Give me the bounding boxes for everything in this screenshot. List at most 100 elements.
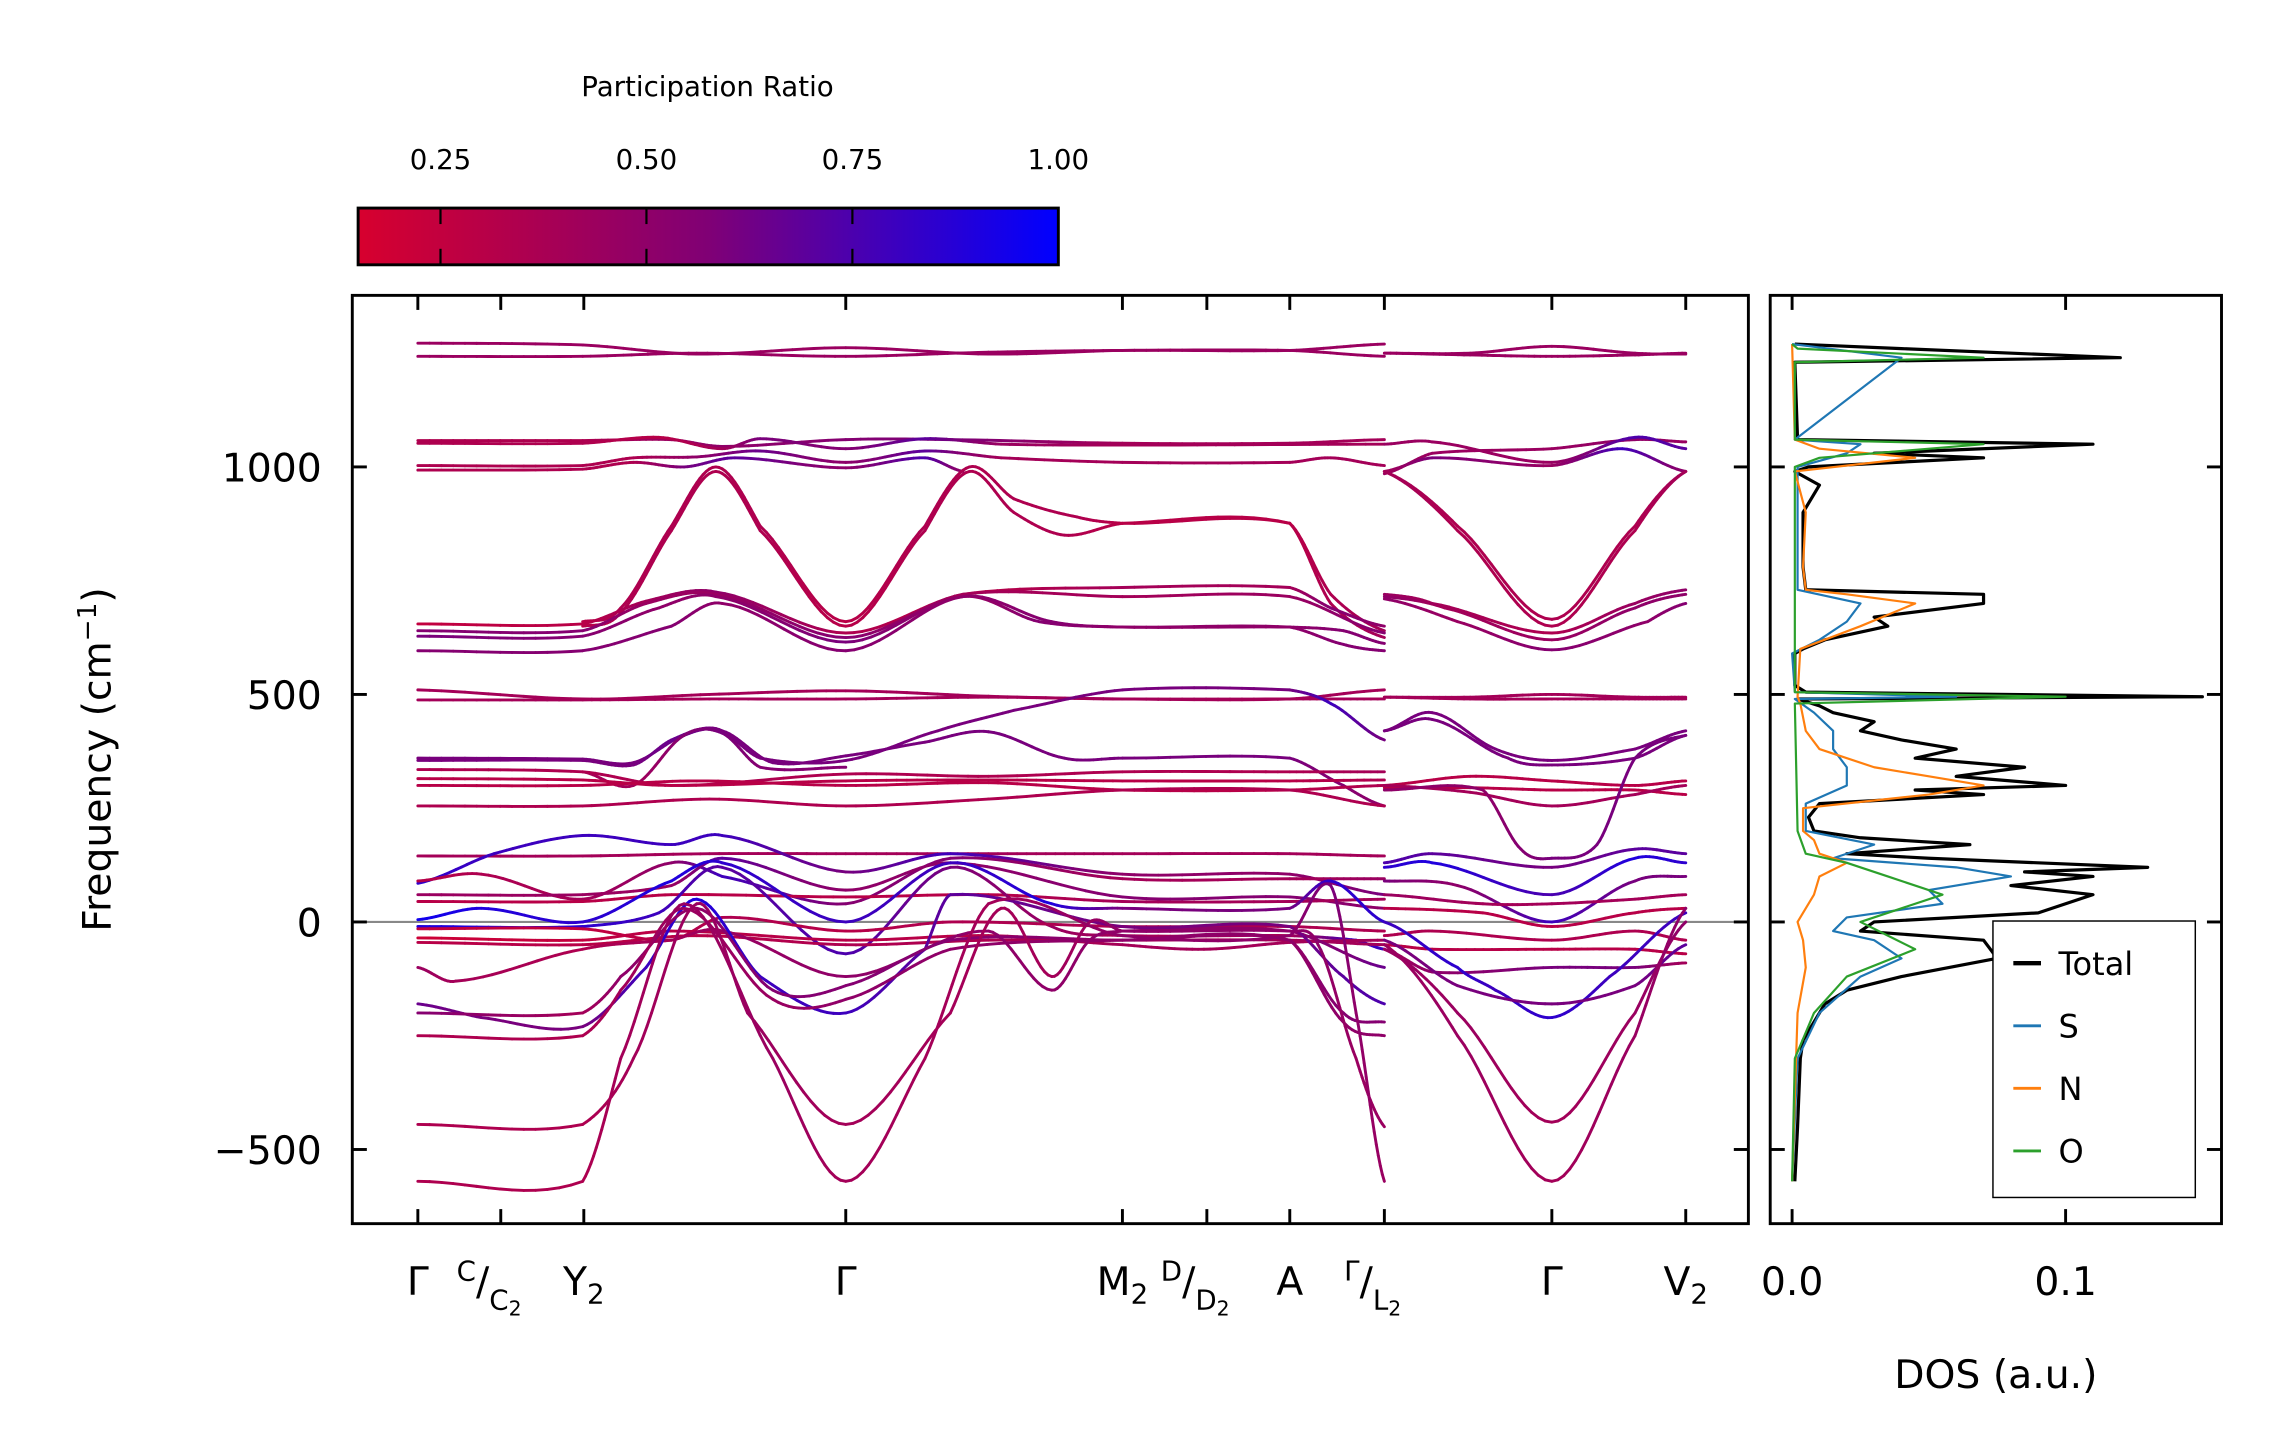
band-segment [747, 871, 759, 879]
phonon-band [416, 449, 1386, 468]
band-segment [889, 568, 899, 581]
band-segment [1132, 520, 1148, 525]
band-segment [747, 839, 759, 846]
band-segment [844, 974, 858, 979]
band-segment [1034, 876, 1051, 883]
band-segment [1086, 593, 1102, 598]
band-segment [1075, 593, 1090, 597]
band-segment [1022, 862, 1038, 868]
band-segment [751, 603, 764, 611]
band-segment [1462, 530, 1473, 541]
band-segment [557, 635, 573, 640]
band-segment [569, 629, 585, 634]
band-segment [1015, 782, 1029, 786]
band-segment [756, 917, 768, 922]
band-segment [783, 554, 793, 567]
band-segment [895, 347, 909, 352]
band-segment [1264, 593, 1280, 597]
band-segment [797, 624, 811, 632]
band-segment [817, 438, 830, 443]
band-segment [742, 597, 755, 604]
band-segment [1580, 595, 1589, 607]
band-segment [894, 623, 906, 632]
band-segment [764, 945, 777, 953]
band-segment [748, 936, 763, 941]
band-segment [1101, 942, 1115, 946]
band-segment [1473, 447, 1485, 453]
band-segment [866, 598, 876, 609]
band-segment [1063, 897, 1077, 901]
band-segment [756, 863, 768, 870]
band-segment [1490, 619, 1503, 625]
band-segment [738, 605, 751, 613]
band-segment [825, 638, 838, 643]
band-segment [662, 798, 675, 803]
band-segment [791, 923, 804, 928]
band-segment [866, 909, 878, 917]
band-segment [807, 624, 820, 631]
band-segment [911, 609, 923, 618]
band-segment [1021, 907, 1032, 916]
phonon-band [416, 833, 1386, 897]
band-segment [764, 886, 777, 893]
band-segment [769, 776, 785, 781]
band-segment [1516, 596, 1527, 607]
band-segment [808, 909, 821, 918]
phonon-band [1382, 470, 1688, 628]
band-segment [948, 856, 965, 860]
band-segment [714, 590, 727, 596]
band-segment [1084, 868, 1100, 874]
band-segment [886, 618, 898, 626]
band-segment [808, 882, 821, 888]
band-segment [896, 901, 907, 914]
band-segment [806, 937, 823, 941]
band-segment [1059, 868, 1075, 874]
band-segment [773, 622, 786, 631]
band-segment [1156, 518, 1172, 523]
band-segment [720, 861, 733, 867]
band-segment [1509, 588, 1520, 600]
band-segment [788, 620, 801, 628]
band-segment [1680, 470, 1688, 476]
band-segment [985, 857, 1001, 862]
band-segment [1591, 577, 1601, 590]
band-segment [572, 947, 585, 953]
phonon-band [1382, 470, 1688, 621]
band-segment [729, 603, 742, 609]
band-segment [1120, 687, 1136, 692]
band-segment [872, 590, 882, 602]
band-segment [1496, 571, 1507, 584]
band-segment [780, 348, 795, 352]
band-segment [1264, 907, 1280, 912]
band-segment [747, 878, 759, 889]
band-segment [1120, 521, 1136, 525]
band-segment [816, 631, 829, 637]
band-segment [861, 635, 873, 642]
band-segment [826, 867, 839, 873]
band-segment [1464, 445, 1477, 451]
colorbar-ticks [439, 208, 854, 265]
band-segment [535, 956, 548, 963]
band-segment [825, 629, 838, 634]
band-segment [490, 970, 503, 977]
band-segment [912, 535, 921, 546]
band-segment [526, 959, 539, 966]
band-segment [816, 627, 829, 633]
band-segment [835, 919, 848, 924]
band-segment [1615, 542, 1625, 554]
band-segment [1379, 634, 1386, 640]
band-segment [1034, 793, 1048, 798]
band-segment [1469, 537, 1480, 549]
band-segment [801, 941, 816, 945]
band-segment [919, 605, 931, 613]
band-segment [1082, 898, 1096, 902]
band-segment [782, 911, 795, 924]
band-segment [906, 538, 916, 550]
band-segment [720, 875, 733, 880]
band-segment [1523, 610, 1534, 620]
band-segment [747, 609, 759, 617]
band-segment [1022, 859, 1038, 865]
band-segment [866, 603, 876, 614]
band-segment [599, 803, 612, 807]
band-segment [956, 798, 970, 803]
